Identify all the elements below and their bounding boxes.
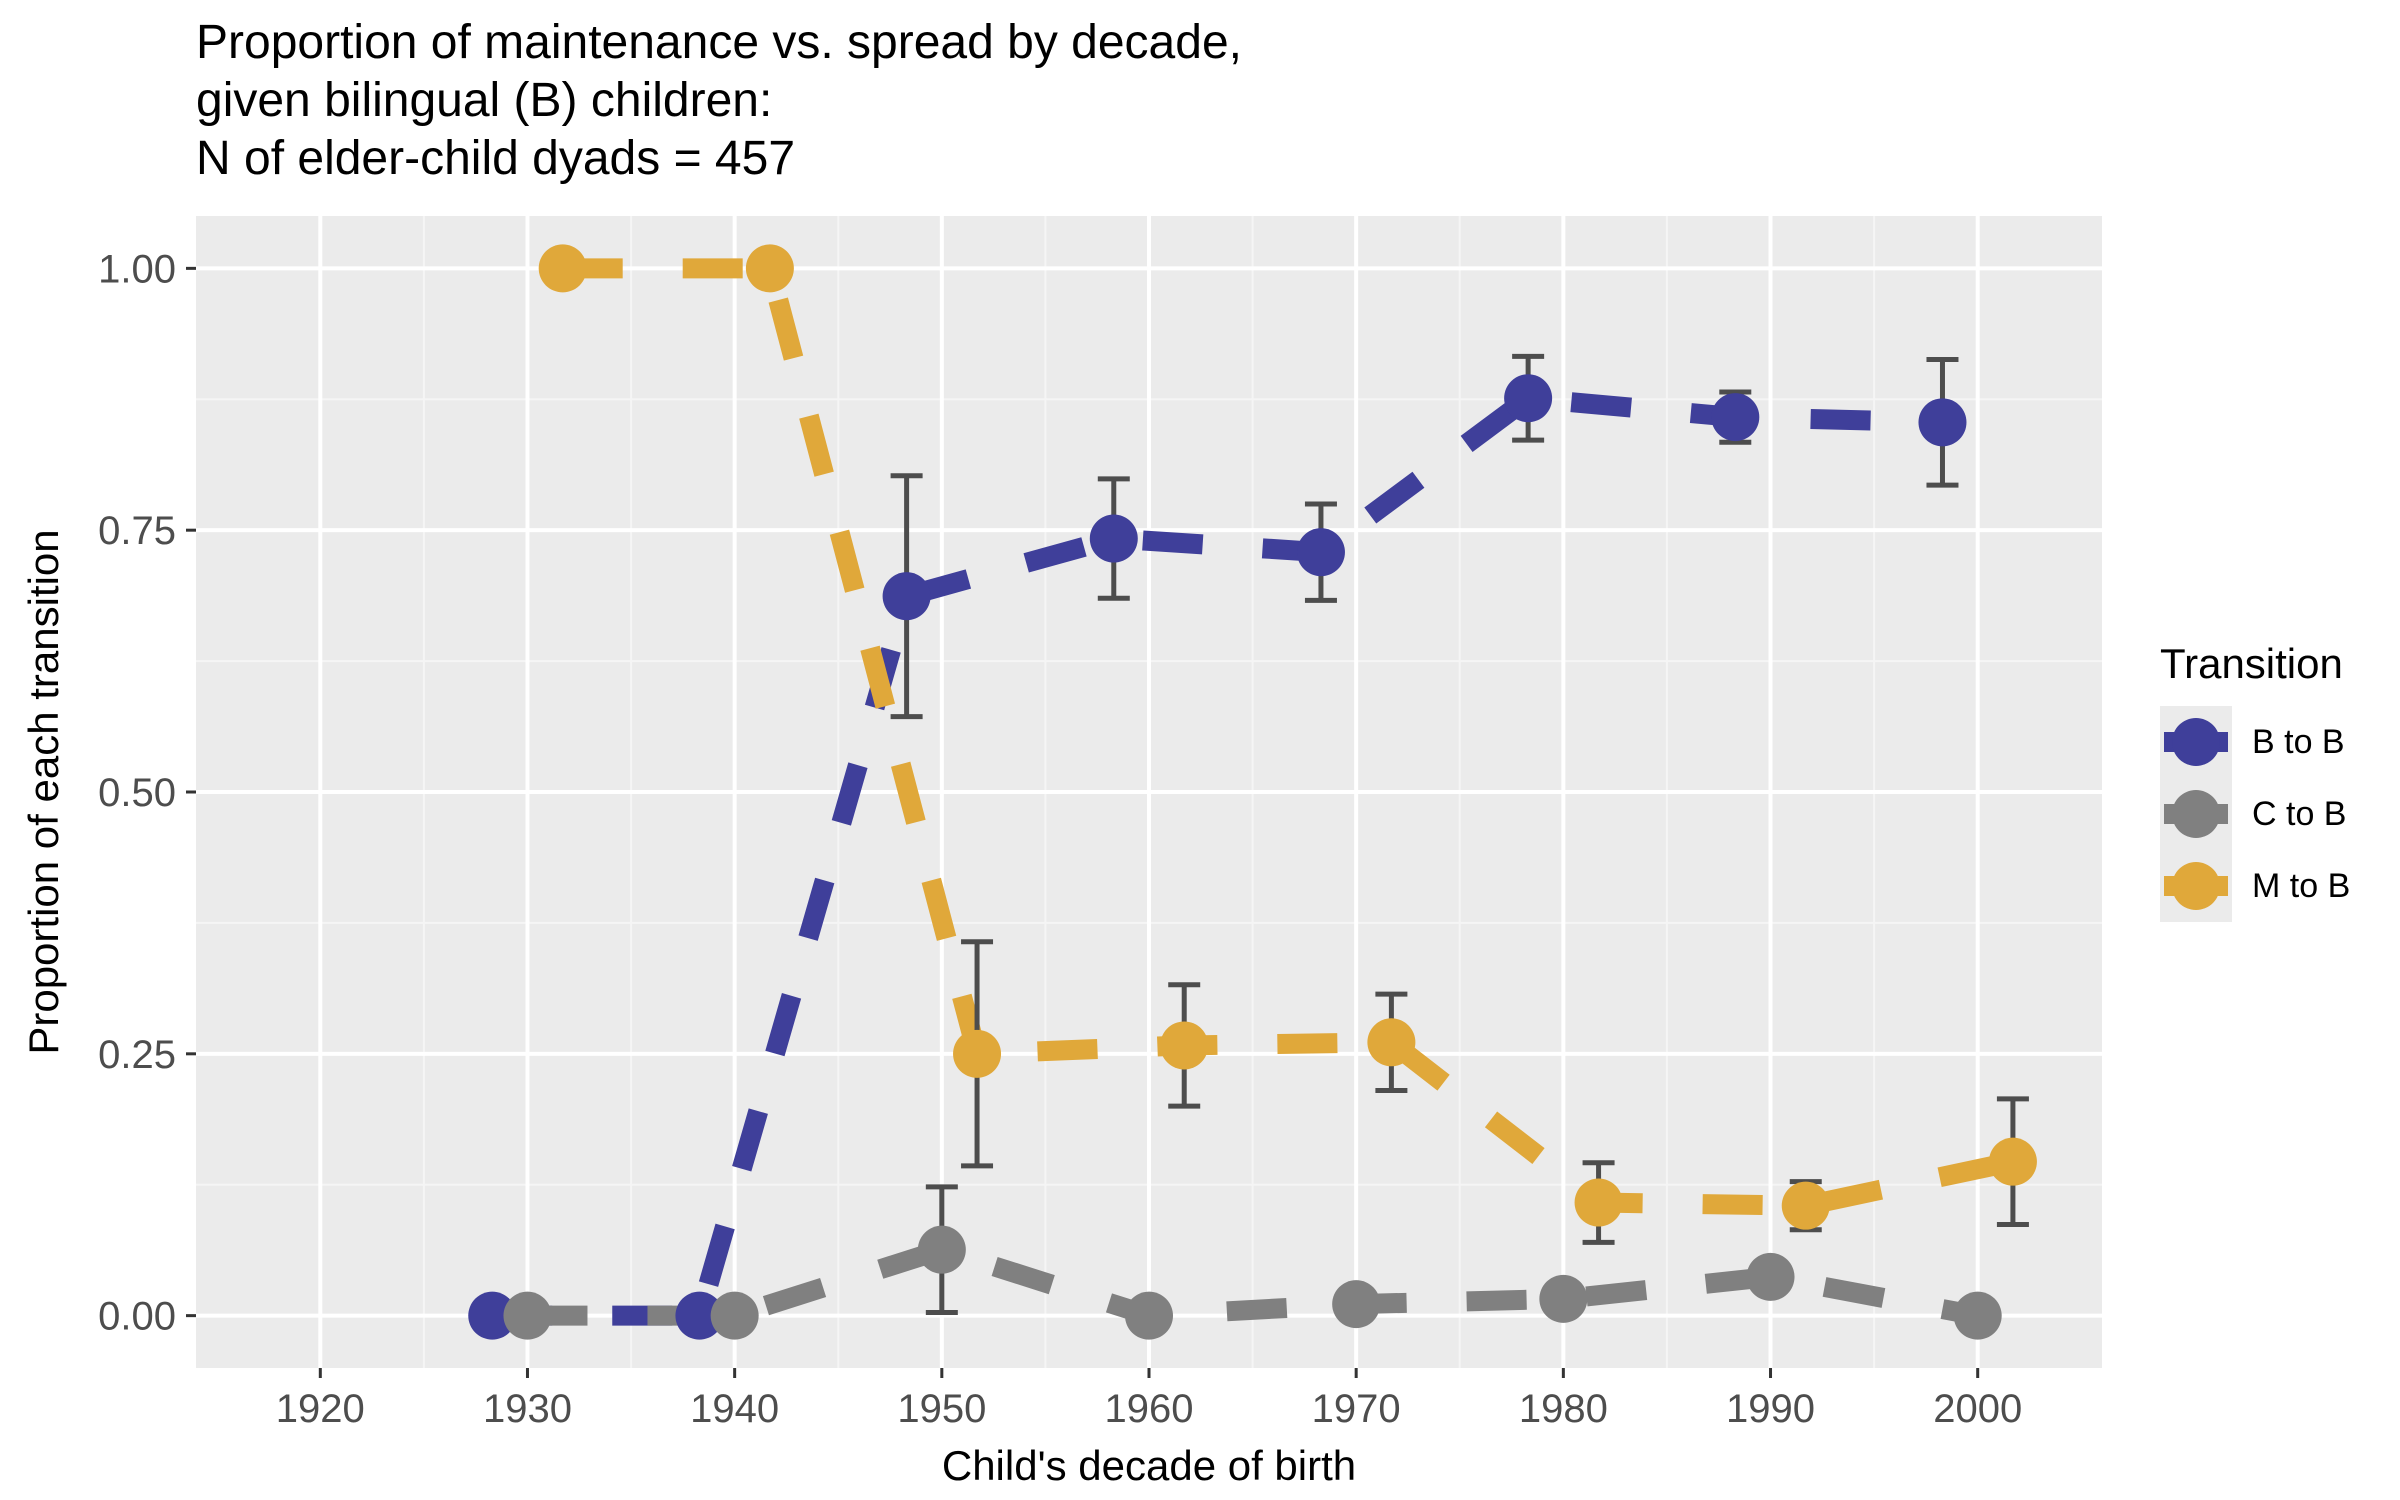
data-point-m-to-b xyxy=(745,244,794,293)
title-line-1: Proportion of maintenance vs. spread by … xyxy=(196,16,1242,69)
data-point-m-to-b xyxy=(1574,1178,1623,1227)
data-point-c-to-b xyxy=(503,1291,552,1340)
x-tick-label: 1990 xyxy=(1726,1387,1815,1431)
data-point-m-to-b xyxy=(1160,1021,1209,1070)
data-point-m-to-b xyxy=(1988,1137,2037,1186)
data-point-c-to-b xyxy=(1332,1280,1381,1329)
legend-item-m-to-b: M to B xyxy=(2160,850,2350,922)
data-point-m-to-b xyxy=(953,1029,1002,1078)
data-point-b-to-b xyxy=(1089,514,1138,563)
y-axis-title: Proportion of each transition xyxy=(20,529,67,1054)
x-axis-ticks: 1920 1930 1940 1950 1960 1970 1980 1990 2000 xyxy=(276,1368,2022,1431)
x-tick-label: 1940 xyxy=(690,1387,779,1431)
legend-key-m-to-b xyxy=(2160,850,2232,922)
series-line-m-to-b xyxy=(562,258,2015,1216)
data-point-b-to-b xyxy=(1711,393,1760,442)
data-point-b-to-b xyxy=(675,1291,724,1340)
data-point-c-to-b xyxy=(1746,1252,1795,1301)
x-axis-title: Child's decade of birth xyxy=(942,1442,1356,1489)
x-tick-label: 2000 xyxy=(1933,1387,2022,1431)
y-tick-label: 0.75 xyxy=(98,509,176,553)
data-point-b-to-b xyxy=(1296,528,1345,577)
y-tick-label: 0.50 xyxy=(98,771,176,815)
title-line-2: given bilingual (B) children: xyxy=(196,74,773,127)
y-tick-label: 0.00 xyxy=(98,1295,176,1339)
data-point-b-to-b xyxy=(882,572,931,621)
title-line-3: N of elder-child dyads = 457 xyxy=(196,132,796,185)
data-point-c-to-b xyxy=(1539,1274,1588,1323)
x-tick-label: 1930 xyxy=(483,1387,572,1431)
legend-items: B to B C to B M to B xyxy=(2160,706,2350,922)
legend-label-b-to-b: B to B xyxy=(2252,722,2345,761)
x-tick-label: 1980 xyxy=(1519,1387,1608,1431)
legend: Transition B to B C to B M to B xyxy=(2160,640,2350,922)
data-point-b-to-b xyxy=(1504,374,1553,423)
x-tick-label: 1970 xyxy=(1312,1387,1401,1431)
data-point-c-to-b xyxy=(1953,1291,2002,1340)
series-lines xyxy=(492,258,2015,1326)
x-tick-label: 1960 xyxy=(1105,1387,1194,1431)
legend-label-m-to-b: M to B xyxy=(2252,866,2351,905)
data-point-c-to-b xyxy=(917,1225,966,1274)
legend-key-c-to-b xyxy=(2160,778,2232,850)
data-point-c-to-b xyxy=(710,1291,759,1340)
data-point-m-to-b xyxy=(538,244,587,293)
y-tick-label: 0.25 xyxy=(98,1033,176,1077)
y-axis-ticks: 0.00 0.25 0.50 0.75 1.00 xyxy=(98,247,196,1339)
legend-label-c-to-b: C to B xyxy=(2252,794,2347,833)
data-point-b-to-b xyxy=(468,1291,517,1340)
legend-item-b-to-b: B to B xyxy=(2160,706,2350,778)
data-point-m-to-b xyxy=(1367,1018,1416,1067)
series-line-b-to-b xyxy=(492,388,1943,1326)
series-points xyxy=(468,244,2037,1340)
series-line-c-to-b xyxy=(527,1239,1980,1326)
data-point-b-to-b xyxy=(1918,398,1967,447)
x-tick-label: 1920 xyxy=(276,1387,365,1431)
data-point-c-to-b xyxy=(1125,1291,1173,1340)
legend-item-c-to-b: C to B xyxy=(2160,778,2350,850)
chart-title: Proportion of maintenance vs. spread by … xyxy=(196,14,1242,188)
y-tick-label: 1.00 xyxy=(98,247,176,291)
legend-key-b-to-b xyxy=(2160,706,2232,778)
legend-title: Transition xyxy=(2160,640,2343,687)
x-tick-label: 1950 xyxy=(897,1387,986,1431)
data-point-m-to-b xyxy=(1781,1181,1830,1230)
